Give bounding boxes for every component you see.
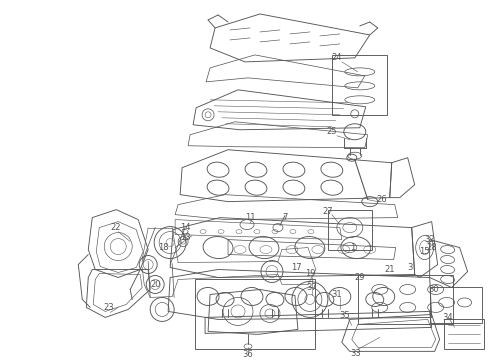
Text: 11: 11 bbox=[245, 213, 255, 222]
Text: 27: 27 bbox=[322, 207, 333, 216]
Text: 3: 3 bbox=[407, 263, 413, 272]
Bar bbox=[358, 275, 453, 324]
Text: 33: 33 bbox=[350, 349, 361, 358]
Bar bbox=[443, 319, 484, 349]
Bar bbox=[328, 210, 372, 249]
Bar bbox=[332, 55, 387, 115]
Text: 17: 17 bbox=[291, 263, 301, 272]
Text: 24: 24 bbox=[332, 53, 342, 62]
Text: 1: 1 bbox=[350, 243, 355, 252]
Bar bbox=[195, 279, 315, 349]
Text: 21: 21 bbox=[385, 265, 395, 274]
Text: 18: 18 bbox=[158, 243, 169, 252]
Text: 26: 26 bbox=[376, 195, 387, 204]
Text: 32: 32 bbox=[424, 235, 435, 244]
Text: 28: 28 bbox=[426, 243, 437, 252]
Text: 37: 37 bbox=[307, 283, 317, 292]
Text: 22: 22 bbox=[110, 223, 121, 232]
Text: 14: 14 bbox=[180, 223, 190, 232]
Text: 15: 15 bbox=[419, 247, 430, 256]
Text: 19: 19 bbox=[305, 269, 315, 278]
Text: 30: 30 bbox=[428, 285, 439, 294]
Text: 20: 20 bbox=[150, 280, 160, 289]
Bar bbox=[430, 288, 482, 323]
Text: 7: 7 bbox=[282, 213, 288, 222]
Text: 36: 36 bbox=[243, 350, 253, 359]
Text: 29: 29 bbox=[355, 273, 365, 282]
Text: 35: 35 bbox=[340, 311, 350, 320]
Text: 25: 25 bbox=[327, 127, 337, 136]
Text: 23: 23 bbox=[103, 303, 114, 312]
Text: 13: 13 bbox=[180, 233, 191, 242]
Text: 34: 34 bbox=[442, 313, 453, 322]
Text: 31: 31 bbox=[332, 290, 342, 299]
